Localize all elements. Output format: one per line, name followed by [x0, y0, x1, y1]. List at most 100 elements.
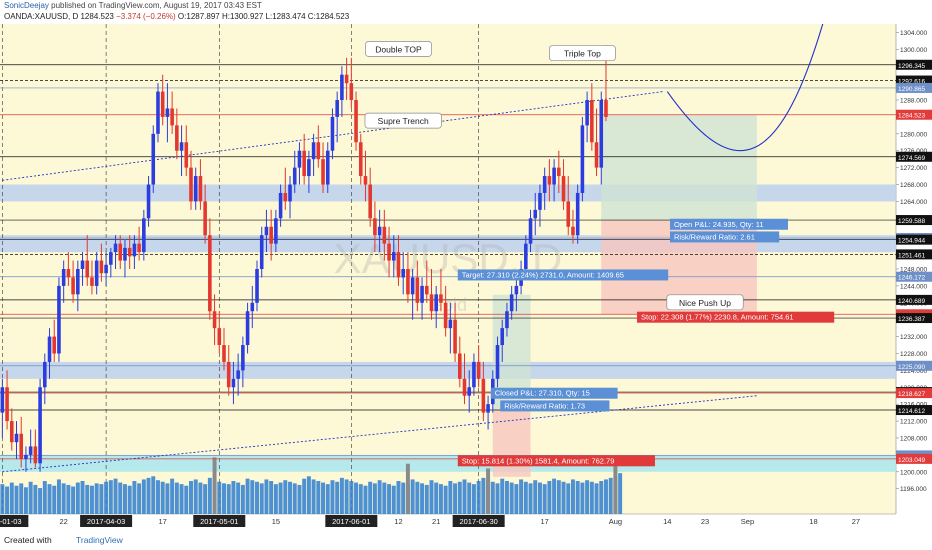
volume-bar [222, 483, 226, 514]
candle-body [47, 336, 52, 362]
candle-body [222, 345, 226, 362]
candle-body [571, 226, 575, 236]
candle-body [557, 167, 561, 177]
volume-bar [547, 481, 552, 514]
volume-bar [368, 481, 373, 514]
price-badge-label: 1259.588 [898, 218, 925, 225]
chart-footer: Created with TradingView [0, 530, 932, 550]
y-tick-label: 1280.000 [900, 131, 927, 138]
price-badge-label: 1290.865 [898, 86, 925, 93]
volume-bar [5, 486, 10, 514]
volume-bar [339, 477, 344, 514]
candle-body [307, 159, 311, 177]
candle-body [358, 142, 363, 177]
candle-body [552, 167, 556, 185]
candle-body [297, 150, 302, 168]
volume-bar [127, 485, 132, 514]
volume-bar [0, 484, 5, 514]
candle-body [325, 150, 330, 185]
candle-body [373, 218, 377, 236]
volume-bar [240, 484, 245, 514]
volume-bar [184, 485, 189, 514]
volume-bar [170, 478, 175, 514]
candle-body [170, 108, 174, 126]
volume-bar [448, 481, 453, 514]
volume-bar [552, 478, 557, 514]
tradingview-logo-link[interactable]: TradingView [76, 535, 123, 545]
candle-body [344, 74, 349, 84]
price-badge-label: 1296.345 [898, 63, 925, 70]
volume-bar [28, 481, 33, 514]
y-tick-label: 1272.000 [900, 165, 927, 172]
volume-bar [570, 479, 575, 514]
candle-body [604, 100, 608, 117]
volume-bar [23, 487, 28, 514]
volume-bar [509, 482, 514, 514]
y-tick-label: 1276.000 [900, 148, 927, 155]
candle-body [363, 176, 368, 185]
volume-bar [372, 483, 377, 514]
trade-label-box [457, 455, 655, 467]
trade-label-text: Stop: 22.308 (1.77%) 2230.8, Amount: 754… [641, 313, 794, 322]
candle-body [288, 184, 292, 202]
trade-label-text: Open P&L: 24.935, Qty: 11 [674, 220, 764, 229]
candle-body [132, 243, 137, 257]
volume-bar [396, 481, 401, 514]
candle-body [156, 91, 160, 134]
volume-bar [424, 484, 429, 514]
volume-bar [519, 479, 524, 514]
trade-label-text: Target: 27.310 (2.24%) 2731.0, Amount: 1… [462, 270, 624, 279]
volume-bar [306, 476, 311, 514]
chart-header: SonicDeejay published on TradingView.com… [0, 0, 932, 24]
x-tick-label: 17 [541, 517, 549, 526]
x-tick-label: 15 [272, 517, 280, 526]
x-tick-label: 18 [809, 517, 817, 526]
candle-body [538, 192, 542, 210]
volume-bar [283, 480, 288, 514]
volume-bar [490, 481, 495, 514]
y-tick-label: 1244.000 [900, 283, 927, 290]
candle-body [278, 192, 283, 219]
price-badge-label: 1254.944 [898, 238, 925, 245]
volume-bar [434, 482, 439, 514]
time-badge [80, 515, 133, 527]
candle-body [495, 345, 500, 379]
volume-bar [476, 481, 481, 514]
volume-bar [189, 481, 193, 514]
volume-bar [523, 481, 528, 514]
price-badge-label: 1251.461 [898, 252, 925, 259]
last-price: 1284.523 [80, 12, 114, 21]
annotation-callout: Double TOP [365, 40, 432, 57]
candle-body [85, 260, 90, 278]
candle-body [118, 243, 123, 261]
price-badge [896, 215, 932, 226]
watermark-name: Gold [429, 295, 467, 315]
trade-label: Target: 27.310 (2.24%) 2731.0, Amount: 1… [457, 269, 669, 281]
candle-body [528, 218, 533, 244]
x-tick-label: 14 [663, 517, 671, 526]
volume-bar [269, 481, 274, 514]
volume-bar [589, 481, 594, 514]
volume-bar [61, 483, 66, 514]
candle-body [443, 302, 448, 329]
x-tick-label: 23 [701, 517, 709, 526]
candle-body [283, 192, 288, 202]
volume-bar [514, 484, 519, 514]
price-badge [896, 271, 932, 282]
candle-body [99, 260, 104, 274]
candle-body [509, 294, 514, 312]
candle-body [316, 142, 321, 160]
candle-body [19, 433, 24, 460]
volume-bar [38, 488, 43, 514]
x-tick-label: 2017-05-01 [200, 517, 238, 526]
candle-body [396, 252, 401, 278]
volume-bar [537, 482, 542, 514]
candle-body [462, 378, 467, 396]
author-link[interactable]: SonicDeejay [4, 1, 49, 10]
annotation-callout: Triple Top [549, 45, 616, 61]
price-badge [896, 82, 932, 93]
volume-bar [250, 480, 255, 514]
candle-body [14, 433, 19, 443]
volume-bar [603, 479, 608, 514]
